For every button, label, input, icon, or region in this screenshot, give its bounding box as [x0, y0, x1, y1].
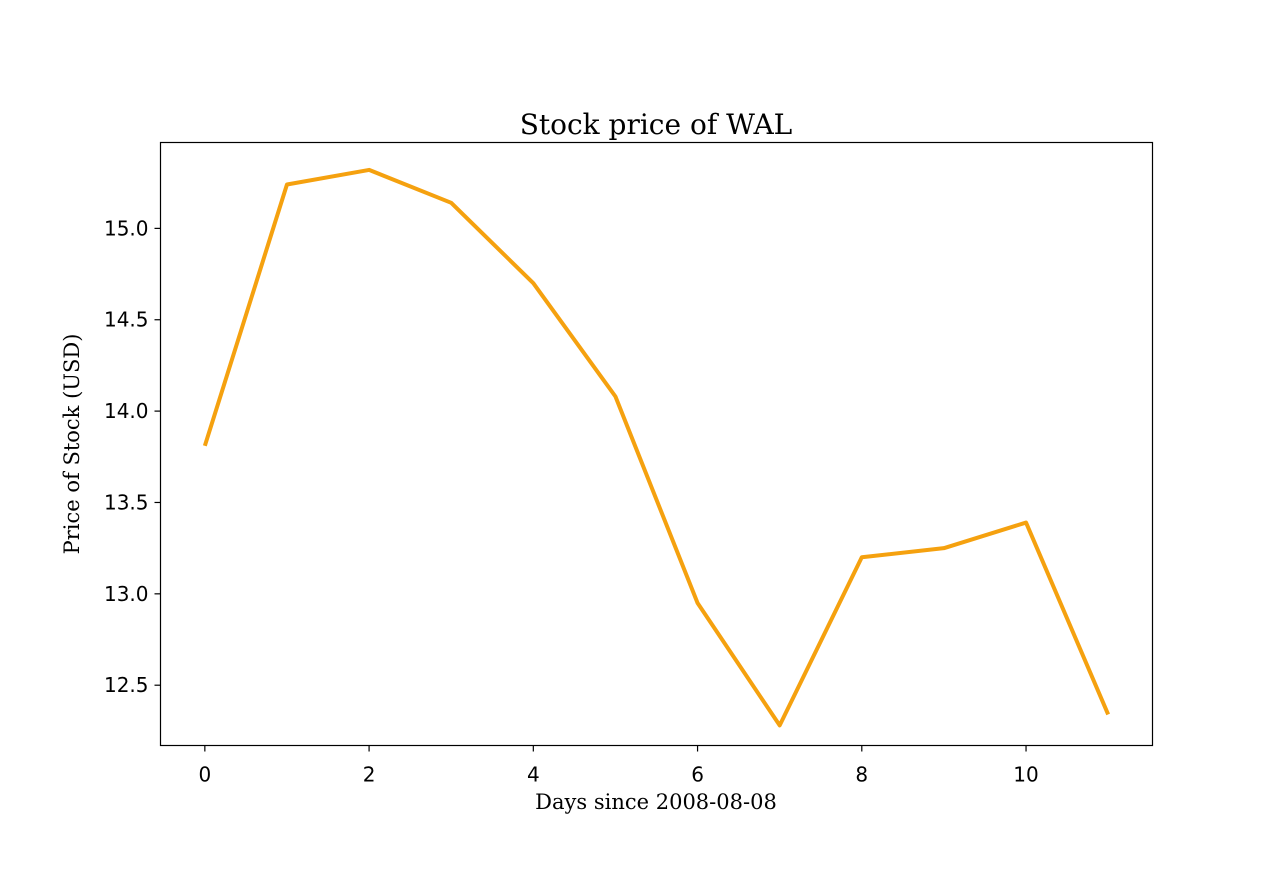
x-tick-label: 0 — [198, 763, 211, 787]
chart-title: Stock price of WAL — [520, 108, 793, 141]
y-axis: 12.5 13.0 13.5 14.0 14.5 15.0 — [104, 216, 161, 697]
plot-frame — [161, 143, 1153, 746]
x-tick-label: 10 — [1013, 763, 1038, 787]
y-axis-label: Price of Stock (USD) — [60, 334, 84, 555]
y-tick-label: 14.0 — [104, 399, 149, 423]
x-axis: 0 2 4 6 8 10 — [198, 746, 1038, 787]
y-tick-label: 15.0 — [104, 216, 149, 240]
y-tick-label: 13.0 — [104, 582, 149, 606]
plot-area — [161, 143, 1153, 746]
y-tick-label: 13.5 — [104, 490, 149, 514]
y-tick-label: 12.5 — [104, 673, 149, 697]
x-tick-label: 2 — [363, 763, 376, 787]
y-tick-label: 14.5 — [104, 308, 149, 332]
x-tick-label: 4 — [527, 763, 540, 787]
x-tick-label: 6 — [691, 763, 704, 787]
series-line — [205, 170, 1108, 725]
x-tick-label: 8 — [855, 763, 868, 787]
series-layer — [205, 170, 1108, 725]
x-axis-label: Days since 2008-08-08 — [535, 790, 777, 814]
